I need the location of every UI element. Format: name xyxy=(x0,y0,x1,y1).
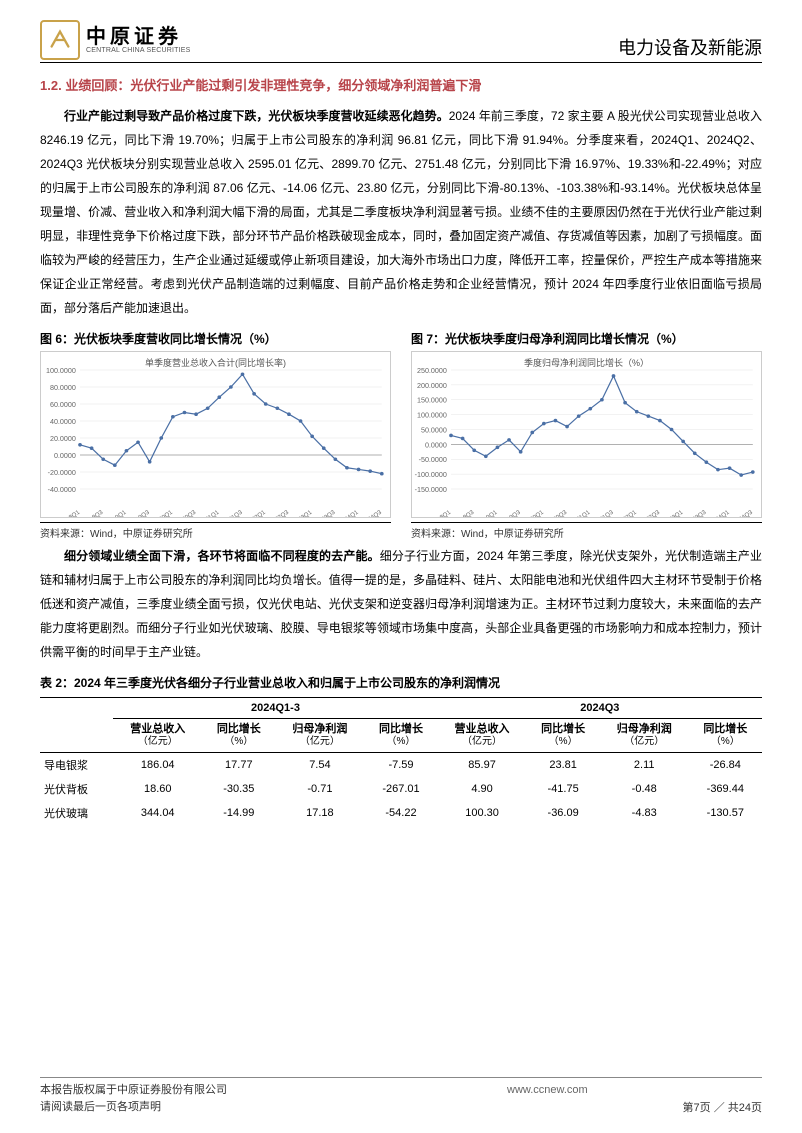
svg-text:2019Q3: 2019Q3 xyxy=(500,509,522,517)
table-row: 光伏玻璃344.04-14.9917.18-54.22100.30-36.09-… xyxy=(40,801,762,825)
table2-col: 营业总收入（亿元） xyxy=(438,719,527,753)
svg-text:2021Q3: 2021Q3 xyxy=(222,509,244,517)
svg-text:2018Q3: 2018Q3 xyxy=(83,509,105,517)
para2-lead: 细分领域业绩全面下滑，各环节将面临不同程度的去产能。 xyxy=(64,549,380,563)
page: 中原证券 CENTRAL CHINA SECURITIES 电力设备及新能源 1… xyxy=(0,0,802,1133)
table2-title: 表 2：2024 年三季度光伏各细分子行业营业总收入和归属于上市公司股东的净利润… xyxy=(40,674,762,691)
logo: 中原证券 CENTRAL CHINA SECURITIES xyxy=(40,20,191,60)
page-header: 中原证券 CENTRAL CHINA SECURITIES 电力设备及新能源 xyxy=(40,20,762,63)
table2-col: 归母净利润（亿元） xyxy=(275,719,364,753)
header-category: 电力设备及新能源 xyxy=(618,34,762,60)
logo-mark-icon xyxy=(40,20,80,60)
logo-cn: 中原证券 xyxy=(86,27,191,47)
table2-col: 归母净利润（亿元） xyxy=(600,719,689,753)
chart7-box: 季度归母净利润同比增长（%） -150.0000 -100.0000 -50.000… xyxy=(411,351,762,518)
svg-text:150.0000: 150.0000 xyxy=(417,397,447,405)
svg-text:2024Q1: 2024Q1 xyxy=(709,509,731,517)
table2-col: 同比增长（%） xyxy=(202,719,275,753)
svg-text:2023Q3: 2023Q3 xyxy=(686,509,708,517)
svg-text:2020Q1: 2020Q1 xyxy=(524,509,546,517)
charts-row: 图 6：光伏板块季度营收同比增长情况（%） 单季度营业总收入合计(同比增长率) … xyxy=(40,330,762,540)
svg-text:2019Q1: 2019Q1 xyxy=(106,509,128,517)
svg-text:2018Q3: 2018Q3 xyxy=(454,509,476,517)
svg-text:2021Q1: 2021Q1 xyxy=(199,509,221,517)
chart6-legend: 单季度营业总收入合计(同比增长率) xyxy=(41,356,390,369)
svg-text:-50.0000: -50.0000 xyxy=(419,456,447,464)
svg-text:-20.0000: -20.0000 xyxy=(48,469,76,477)
svg-text:0.0000: 0.0000 xyxy=(54,452,76,460)
table2-group2: 2024Q3 xyxy=(438,698,762,719)
svg-text:2024Q3: 2024Q3 xyxy=(733,509,755,517)
table-2: 2024Q1-3 2024Q3 营业总收入（亿元）同比增长（%）归母净利润（亿元… xyxy=(40,697,762,825)
table2-group1: 2024Q1-3 xyxy=(113,698,437,719)
table-row: 光伏背板18.60-30.35-0.71-267.014.90-41.75-0.… xyxy=(40,777,762,801)
svg-text:2020Q3: 2020Q3 xyxy=(547,509,569,517)
chart-7: 图 7：光伏板块季度归母净利润同比增长情况（%） 季度归母净利润同比增长（%） … xyxy=(411,330,762,540)
table2-col: 同比增长（%） xyxy=(364,719,437,753)
chart6-source: 资料来源：Wind，中原证券研究所 xyxy=(40,522,391,540)
svg-text:0.0000: 0.0000 xyxy=(425,441,447,449)
footer-disclaimer: 请阅读最后一页各项声明 xyxy=(40,1099,588,1116)
chart6-svg: -40.0000 -20.0000 0.0000 20.0000 40.0000 60.0… xyxy=(41,352,390,517)
chart7-svg: -150.0000 -100.0000 -50.0000 0.0000 50.0000 1… xyxy=(412,352,761,517)
svg-text:200.0000: 200.0000 xyxy=(417,382,447,390)
logo-en: CENTRAL CHINA SECURITIES xyxy=(86,47,191,54)
chart7-title: 图 7：光伏板块季度归母净利润同比增长情况（%） xyxy=(411,330,762,347)
svg-text:2019Q1: 2019Q1 xyxy=(477,509,499,517)
table2-col: 同比增长（%） xyxy=(526,719,599,753)
svg-text:2019Q3: 2019Q3 xyxy=(129,509,151,517)
chart6-box: 单季度营业总收入合计(同比增长率) -40.0000 -20.0000 0.0000… xyxy=(40,351,391,518)
svg-text:-40.0000: -40.0000 xyxy=(48,486,76,494)
svg-text:2021Q3: 2021Q3 xyxy=(593,509,615,517)
svg-text:-150.0000: -150.0000 xyxy=(415,486,447,494)
svg-text:2018Q1: 2018Q1 xyxy=(60,509,82,517)
svg-text:2023Q1: 2023Q1 xyxy=(663,509,685,517)
svg-text:2022Q1: 2022Q1 xyxy=(616,509,638,517)
svg-text:2022Q1: 2022Q1 xyxy=(245,509,267,517)
svg-text:2022Q3: 2022Q3 xyxy=(640,509,662,517)
svg-text:80.0000: 80.0000 xyxy=(50,384,76,392)
svg-text:100.0000: 100.0000 xyxy=(417,412,447,420)
chart7-source: 资料来源：Wind，中原证券研究所 xyxy=(411,522,762,540)
chart-6: 图 6：光伏板块季度营收同比增长情况（%） 单季度营业总收入合计(同比增长率) … xyxy=(40,330,391,540)
svg-text:2021Q1: 2021Q1 xyxy=(570,509,592,517)
svg-text:2023Q1: 2023Q1 xyxy=(292,509,314,517)
svg-text:2023Q3: 2023Q3 xyxy=(315,509,337,517)
section-title: 1.2. 业绩回顾：光伏行业产能过剩引发非理性竞争，细分领域净利润普遍下滑 xyxy=(40,75,762,94)
chart6-title: 图 6：光伏板块季度营收同比增长情况（%） xyxy=(40,330,391,347)
table2-col: 同比增长（%） xyxy=(689,719,762,753)
svg-text:60.0000: 60.0000 xyxy=(50,401,76,409)
para2-body: 细分子行业方面，2024 年第三季度，除光伏支架外，光伏制造端主产业链和辅材归属… xyxy=(40,549,762,659)
table2-col: 营业总收入（亿元） xyxy=(113,719,202,753)
svg-text:40.0000: 40.0000 xyxy=(50,418,76,426)
para1-body: 2024 年前三季度，72 家主要 A 股光伏公司实现营业总收入 8246.19… xyxy=(40,109,762,315)
chart7-legend: 季度归母净利润同比增长（%） xyxy=(412,356,761,369)
svg-text:2022Q3: 2022Q3 xyxy=(269,509,291,517)
svg-text:2024Q3: 2024Q3 xyxy=(362,509,384,517)
table-row: 导电银浆186.0417.777.54-7.5985.9723.812.11-2… xyxy=(40,753,762,778)
svg-text:50.0000: 50.0000 xyxy=(421,427,447,435)
svg-text:2020Q1: 2020Q1 xyxy=(153,509,175,517)
footer-url: www.ccnew.com xyxy=(507,1082,588,1099)
svg-text:2024Q1: 2024Q1 xyxy=(338,509,360,517)
section-heading: 业绩回顾：光伏行业产能过剩引发非理性竞争，细分领域净利润普遍下滑 xyxy=(65,78,481,93)
svg-text:-100.0000: -100.0000 xyxy=(415,471,447,479)
svg-text:2020Q3: 2020Q3 xyxy=(176,509,198,517)
paragraph-2: 细分领域业绩全面下滑，各环节将面临不同程度的去产能。细分子行业方面，2024 年… xyxy=(40,544,762,664)
paragraph-1: 行业产能过剩导致产品价格过度下跌，光伏板块季度营收延续恶化趋势。2024 年前三… xyxy=(40,104,762,320)
section-number: 1.2. xyxy=(40,78,62,93)
para1-lead: 行业产能过剩导致产品价格过度下跌，光伏板块季度营收延续恶化趋势。 xyxy=(64,109,449,123)
footer-page: 第7页 ／ 共24页 xyxy=(683,1099,762,1115)
page-footer: 本报告版权属于中原证券股份有限公司 www.ccnew.com 请阅读最后一页各… xyxy=(40,1077,762,1115)
footer-copyright: 本报告版权属于中原证券股份有限公司 www.ccnew.com xyxy=(40,1082,588,1099)
svg-text:2018Q1: 2018Q1 xyxy=(431,509,453,517)
svg-text:20.0000: 20.0000 xyxy=(50,435,76,443)
